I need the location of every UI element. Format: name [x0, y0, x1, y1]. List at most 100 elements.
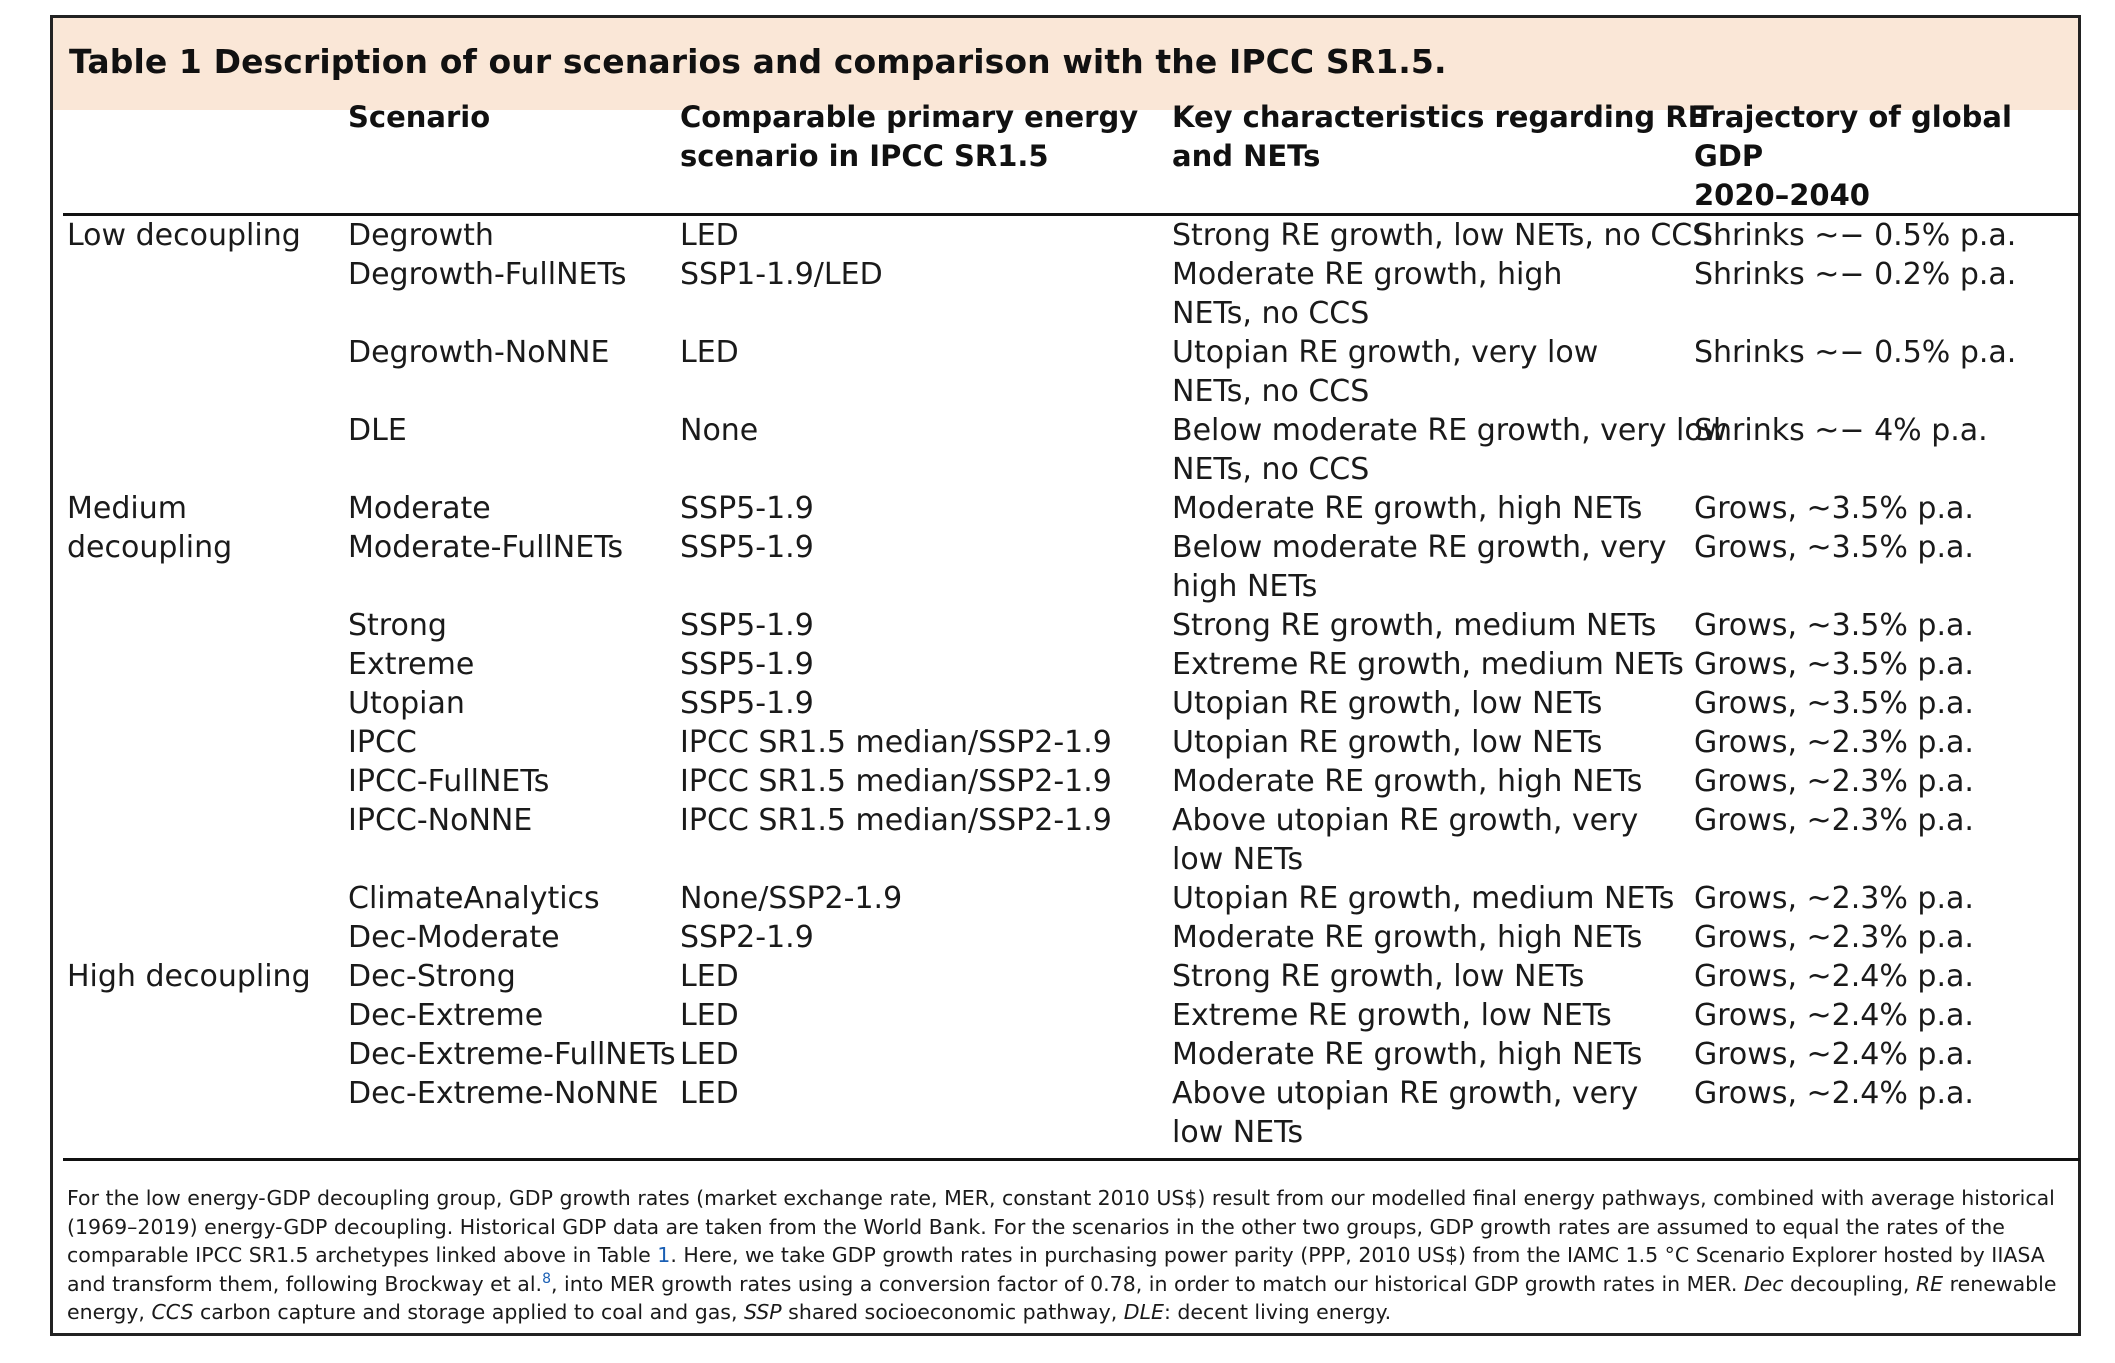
group-label: Low decoupling — [67, 218, 301, 253]
cell-comparable: SSP2-1.9 — [680, 920, 814, 955]
abbreviation-definition: carbon capture and storage applied to co… — [193, 1300, 744, 1324]
cell-comparable: SSP5-1.9 — [680, 530, 814, 565]
cell-trajectory: Grows, ~3.5% p.a. — [1694, 647, 1974, 682]
cell-trajectory: Shrinks ~− 4% p.a. — [1694, 413, 1988, 448]
cell-comparable: LED — [680, 1037, 739, 1072]
cell-key-characteristics: Strong RE growth, low NETs — [1172, 959, 1585, 994]
cell-comparable: LED — [680, 335, 739, 370]
table-title: Table 1 Description of our scenarios and… — [69, 42, 1447, 81]
cell-scenario: Moderate — [348, 491, 491, 526]
header-comparable-line: scenario in IPCC SR1.5 — [680, 139, 1049, 173]
abbreviation-term: CCS — [151, 1300, 194, 1324]
cell-key-characteristics: Extreme RE growth, medium NETs — [1172, 647, 1684, 682]
cell-key-characteristics: Moderate RE growth, high NETs — [1172, 764, 1643, 799]
cell-comparable: SSP5-1.9 — [680, 647, 814, 682]
cell-comparable: SSP5-1.9 — [680, 608, 814, 643]
cell-key-characteristics: Moderate RE growth, high NETs — [1172, 920, 1643, 955]
cell-key-characteristics: Strong RE growth, low NETs, no CCS — [1172, 218, 1712, 253]
cell-scenario: Dec-Extreme-FullNETs — [348, 1037, 676, 1072]
cell-trajectory: Grows, ~2.3% p.a. — [1694, 764, 1974, 799]
reference-link[interactable]: 8 — [542, 1270, 551, 1287]
cell-key-characteristics: Extreme RE growth, low NETs — [1172, 998, 1612, 1033]
cell-key-characteristics: low NETs — [1172, 1115, 1304, 1150]
abbreviation-term: SSP — [743, 1300, 782, 1324]
cell-comparable: IPCC SR1.5 median/SSP2-1.9 — [680, 764, 1112, 799]
cell-key-characteristics: Utopian RE growth, very low — [1172, 335, 1599, 370]
footnote-text-2: . Here, we take GDP growth rates in purc… — [67, 1243, 2045, 1296]
cell-scenario: ClimateAnalytics — [348, 881, 600, 916]
cell-scenario: DLE — [348, 413, 407, 448]
cell-scenario: Dec-Strong — [348, 959, 516, 994]
cell-trajectory: Grows, ~3.5% p.a. — [1694, 530, 1974, 565]
header-rule — [63, 213, 2080, 216]
cell-scenario: Degrowth-FullNETs — [348, 257, 627, 292]
cell-key-characteristics: Moderate RE growth, high NETs — [1172, 491, 1643, 526]
abbreviation-term: RE — [1915, 1271, 1944, 1296]
header-comparable: Comparable primary energy scenario in IPC… — [680, 98, 1138, 176]
table-link[interactable]: 1 — [657, 1243, 671, 1267]
cell-scenario: Strong — [348, 608, 447, 643]
cell-key-characteristics: Utopian RE growth, low NETs — [1172, 686, 1603, 721]
footnote-text-1: For the low energy-GDP decoupling group,… — [67, 1186, 2055, 1267]
group-label: High decoupling — [67, 959, 311, 994]
header-trajectory-line: Trajectory of global GDP — [1694, 100, 2012, 173]
cell-comparable: SSP1-1.9/LED — [680, 257, 883, 292]
cell-comparable: IPCC SR1.5 median/SSP2-1.9 — [680, 725, 1112, 760]
cell-trajectory: Grows, ~2.4% p.a. — [1694, 998, 1974, 1033]
cell-trajectory: Grows, ~3.5% p.a. — [1694, 608, 1974, 643]
cell-scenario: Dec-Extreme — [348, 998, 544, 1033]
cell-scenario: IPCC — [348, 725, 417, 760]
cell-key-characteristics: Moderate RE growth, high NETs — [1172, 1037, 1643, 1072]
cell-key-characteristics: NETs, no CCS — [1172, 452, 1370, 487]
cell-key-characteristics: Above utopian RE growth, very — [1172, 1076, 1639, 1111]
group-label: Medium — [67, 491, 187, 526]
header-key: Key characteristics regarding RE and NETs — [1172, 98, 1707, 176]
cell-key-characteristics: Below moderate RE growth, very low — [1172, 413, 1728, 448]
cell-trajectory: Grows, ~3.5% p.a. — [1694, 491, 1974, 526]
cell-key-characteristics: Below moderate RE growth, very — [1172, 530, 1667, 565]
abbreviation-definition: shared socioeconomic pathway, — [781, 1300, 1124, 1324]
header-scenario-line: Scenario — [348, 100, 491, 134]
table-footnote: For the low energy-GDP decoupling group,… — [67, 1184, 2067, 1327]
abbreviation-term: Dec — [1743, 1271, 1784, 1296]
abbreviation-definition: : decent living energy. — [1163, 1300, 1392, 1324]
title-bar: Table 1 Description of our scenarios and… — [53, 18, 2078, 110]
cell-key-characteristics: NETs, no CCS — [1172, 296, 1370, 331]
cell-key-characteristics: low NETs — [1172, 842, 1304, 877]
cell-trajectory: Grows, ~2.4% p.a. — [1694, 1037, 1974, 1072]
cell-scenario: Degrowth-NoNNE — [348, 335, 610, 370]
cell-comparable: SSP5-1.9 — [680, 686, 814, 721]
cell-comparable: SSP5-1.9 — [680, 491, 814, 526]
cell-trajectory: Grows, ~2.3% p.a. — [1694, 803, 1974, 838]
cell-trajectory: Grows, ~2.3% p.a. — [1694, 920, 1974, 955]
cell-scenario: Dec-Extreme-NoNNE — [348, 1076, 659, 1111]
cell-key-characteristics: high NETs — [1172, 569, 1318, 604]
header-key-line: and NETs — [1172, 139, 1321, 173]
cell-comparable: LED — [680, 1076, 739, 1111]
cell-scenario: Moderate-FullNETs — [348, 530, 624, 565]
cell-comparable: LED — [680, 959, 739, 994]
table-frame: Table 1 Description of our scenarios and… — [50, 15, 2081, 1336]
cell-scenario: Utopian — [348, 686, 465, 721]
cell-comparable: LED — [680, 218, 739, 253]
cell-scenario: Dec-Moderate — [348, 920, 560, 955]
cell-key-characteristics: Utopian RE growth, medium NETs — [1172, 881, 1675, 916]
header-comparable-line: Comparable primary energy — [680, 100, 1139, 134]
abbreviation-definition: renewable energy, — [67, 1271, 2057, 1325]
cell-key-characteristics: Utopian RE growth, low NETs — [1172, 725, 1603, 760]
header-trajectory-line: 2020–2040 — [1694, 178, 1870, 212]
cell-comparable: None/SSP2-1.9 — [680, 881, 903, 916]
abbreviation-term: DLE — [1123, 1300, 1164, 1324]
cell-comparable: None — [680, 413, 759, 448]
footnote-text-3: , into MER growth rates using a conversi… — [551, 1271, 1744, 1296]
cell-trajectory: Shrinks ~− 0.2% p.a. — [1694, 257, 2017, 292]
cell-scenario: Extreme — [348, 647, 475, 682]
cell-trajectory: Grows, ~2.4% p.a. — [1694, 1076, 1974, 1111]
cell-scenario: IPCC-NoNNE — [348, 803, 533, 838]
group-label: decoupling — [67, 530, 233, 565]
cell-comparable: IPCC SR1.5 median/SSP2-1.9 — [680, 803, 1112, 838]
cell-key-characteristics: Strong RE growth, medium NETs — [1172, 608, 1657, 643]
cell-trajectory: Shrinks ~− 0.5% p.a. — [1694, 218, 2017, 253]
cell-key-characteristics: NETs, no CCS — [1172, 374, 1370, 409]
footer-rule — [63, 1158, 2080, 1161]
